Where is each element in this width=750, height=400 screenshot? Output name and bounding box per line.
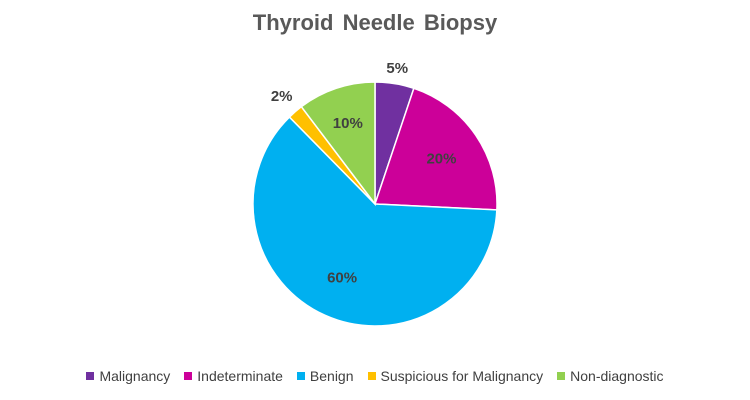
pie-label-indeterminate: 20% [426, 151, 456, 168]
pie-slices [252, 81, 498, 327]
pie-slice-non-diagnostic [300, 81, 376, 207]
legend-label-suspicious: Suspicious for Malignancy [380, 368, 544, 384]
legend-item-non-diagnostic: Non-diagnostic [557, 368, 664, 384]
chart-title: Thyroid Needle Biopsy [252, 10, 498, 35]
legend-label-malignancy: Malignancy [99, 368, 171, 384]
pie-label-suspicious: 2% [271, 88, 293, 105]
legend-label-benign: Benign [309, 368, 354, 384]
legend-item-benign: Benign [296, 368, 354, 384]
legend: Malignancy Indeterminate Benign Suspicio… [0, 368, 750, 384]
pie-label-benign: 60% [327, 269, 357, 286]
legend-swatch-indeterminate [184, 372, 193, 380]
legend-item-malignancy: Malignancy [86, 368, 170, 384]
legend-item-indeterminate: Indeterminate [184, 368, 283, 384]
pie-labels: 5% 20% 60% 2% 10% [271, 60, 457, 287]
pie-label-non-diagnostic: 10% [333, 115, 363, 132]
legend-swatch-suspicious [367, 372, 376, 380]
legend-swatch-non-diagnostic [557, 372, 566, 380]
pie-label-malignancy: 5% [386, 60, 408, 77]
legend-label-non-diagnostic: Non-diagnostic [570, 368, 664, 384]
legend-swatch-malignancy [86, 372, 95, 380]
pie-slice-indeterminate [373, 87, 498, 211]
legend-label-indeterminate: Indeterminate [197, 368, 283, 384]
legend-swatch-benign [296, 372, 305, 380]
pie-slice-benign [252, 115, 498, 327]
legend-item-suspicious: Suspicious for Malignancy [367, 368, 544, 384]
